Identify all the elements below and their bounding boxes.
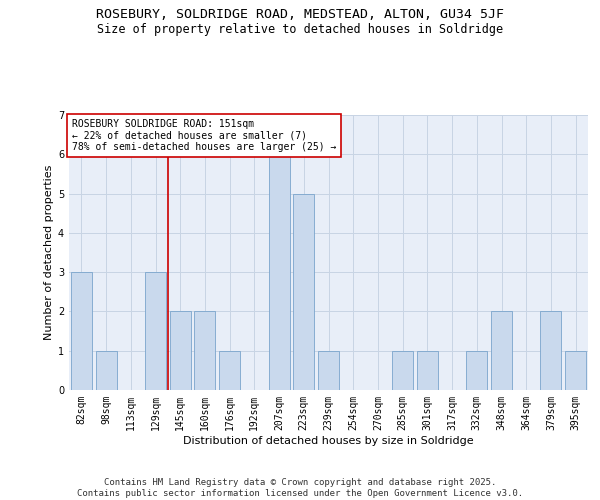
Text: Size of property relative to detached houses in Soldridge: Size of property relative to detached ho… <box>97 22 503 36</box>
Bar <box>541 312 562 390</box>
Bar <box>269 154 290 390</box>
X-axis label: Distribution of detached houses by size in Soldridge: Distribution of detached houses by size … <box>183 436 474 446</box>
Bar <box>417 350 438 390</box>
Y-axis label: Number of detached properties: Number of detached properties <box>44 165 54 340</box>
Bar <box>71 272 92 390</box>
Bar <box>466 350 487 390</box>
Bar <box>145 272 166 390</box>
Bar <box>565 350 586 390</box>
Bar <box>170 312 191 390</box>
Bar <box>392 350 413 390</box>
Bar <box>318 350 339 390</box>
Text: Contains HM Land Registry data © Crown copyright and database right 2025.
Contai: Contains HM Land Registry data © Crown c… <box>77 478 523 498</box>
Text: ROSEBURY, SOLDRIDGE ROAD, MEDSTEAD, ALTON, GU34 5JF: ROSEBURY, SOLDRIDGE ROAD, MEDSTEAD, ALTO… <box>96 8 504 20</box>
Bar <box>194 312 215 390</box>
Bar <box>491 312 512 390</box>
Text: ROSEBURY SOLDRIDGE ROAD: 151sqm
← 22% of detached houses are smaller (7)
78% of : ROSEBURY SOLDRIDGE ROAD: 151sqm ← 22% of… <box>71 119 336 152</box>
Bar <box>219 350 240 390</box>
Bar <box>293 194 314 390</box>
Bar <box>95 350 116 390</box>
